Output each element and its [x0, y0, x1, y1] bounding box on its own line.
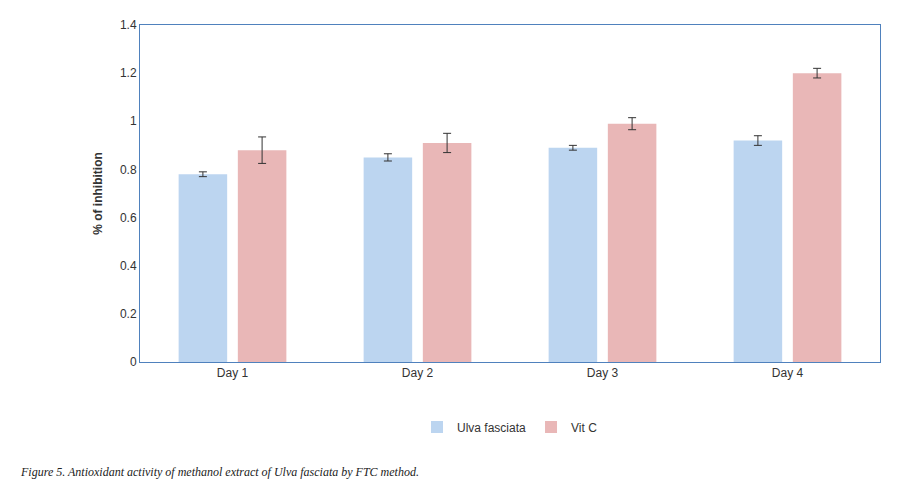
svg-text:0.2: 0.2 — [120, 307, 137, 321]
svg-text:1: 1 — [130, 114, 137, 128]
svg-text:1.4: 1.4 — [120, 18, 137, 32]
svg-text:% of inhibition: % of inhibition — [91, 152, 105, 235]
svg-text:0.4: 0.4 — [120, 259, 137, 273]
svg-text:Ulva fasciata: Ulva fasciata — [457, 421, 526, 435]
svg-text:Day 1: Day 1 — [217, 366, 249, 380]
svg-text:Day 2: Day 2 — [402, 366, 434, 380]
svg-text:Figure 5. Antioxidant activity: Figure 5. Antioxidant activity of methan… — [20, 465, 419, 479]
svg-text:1.2: 1.2 — [120, 66, 137, 80]
svg-text:0.8: 0.8 — [120, 163, 137, 177]
svg-text:Day 4: Day 4 — [772, 366, 804, 380]
svg-text:Vit C: Vit C — [571, 421, 597, 435]
svg-text:0.6: 0.6 — [120, 211, 137, 225]
svg-text:0: 0 — [130, 355, 137, 369]
svg-text:Day 3: Day 3 — [587, 366, 619, 380]
